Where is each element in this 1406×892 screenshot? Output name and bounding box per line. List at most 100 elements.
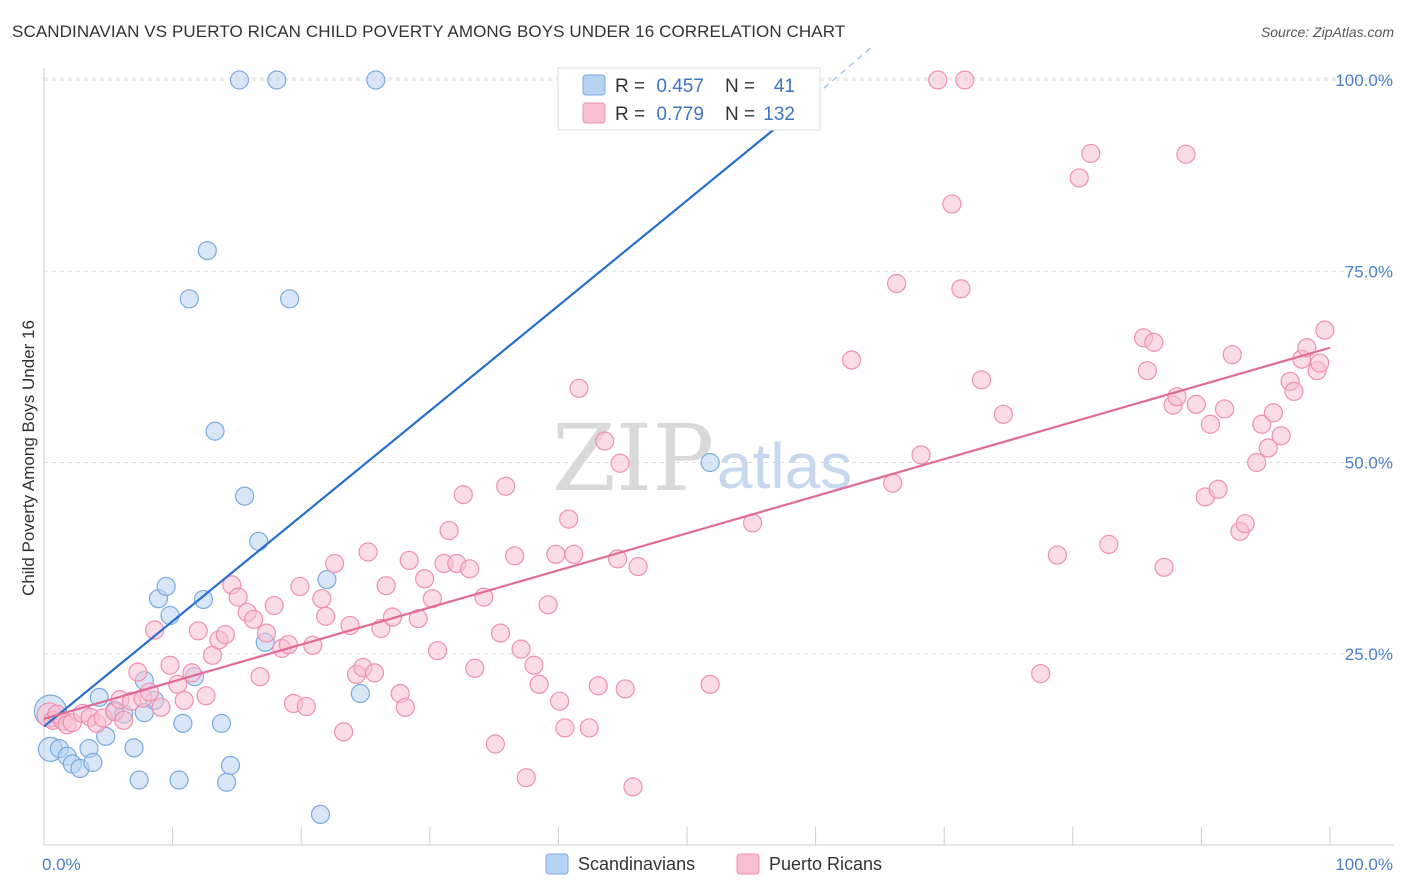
puerto-rican-point[interactable] (1214, 399, 1235, 419)
puerto-rican-point[interactable] (439, 520, 459, 541)
scandinavian-point[interactable] (229, 70, 250, 90)
scandinavian-point[interactable] (169, 770, 189, 790)
puerto-rican-point[interactable] (928, 70, 948, 90)
puerto-rican-point[interactable] (993, 404, 1013, 424)
puerto-rican-point[interactable] (700, 674, 720, 694)
puerto-rican-point[interactable] (128, 662, 148, 682)
puerto-rican-point[interactable] (250, 667, 270, 687)
puerto-rican-point[interactable] (256, 623, 277, 643)
puerto-rican-point[interactable] (264, 595, 284, 616)
puerto-rican-point[interactable] (151, 697, 171, 717)
scandinavian-point[interactable] (156, 576, 176, 597)
puerto-rican-point[interactable] (485, 734, 505, 754)
puerto-rican-point[interactable] (496, 476, 516, 496)
puerto-rican-point[interactable] (1247, 452, 1267, 473)
puerto-rican-point[interactable] (408, 608, 428, 629)
scandinavian-point[interactable] (160, 605, 180, 626)
scandinavian-point[interactable] (267, 70, 287, 90)
scandinavian-point[interactable] (280, 289, 300, 309)
puerto-rican-point[interactable] (555, 718, 575, 738)
puerto-rican-point[interactable] (505, 546, 525, 566)
puerto-rican-point[interactable] (358, 542, 378, 562)
puerto-rican-point[interactable] (538, 595, 558, 615)
puerto-rican-point[interactable] (382, 607, 403, 627)
puerto-rican-point[interactable] (1235, 514, 1255, 534)
puerto-rican-point[interactable] (623, 777, 643, 797)
puerto-rican-point[interactable] (395, 697, 415, 717)
puerto-rican-point[interactable] (160, 655, 180, 675)
scandinavian-point[interactable] (235, 486, 255, 506)
puerto-rican-point[interactable] (559, 509, 579, 529)
scandinavian-point[interactable] (217, 772, 237, 792)
puerto-rican-point[interactable] (244, 609, 264, 629)
puerto-rican-point[interactable] (529, 674, 549, 694)
scandinavian-point[interactable] (124, 738, 144, 758)
puerto-rican-point[interactable] (951, 279, 971, 299)
puerto-rican-point[interactable] (1263, 403, 1284, 423)
puerto-rican-point[interactable] (364, 663, 385, 683)
puerto-rican-point[interactable] (228, 587, 248, 607)
puerto-rican-point[interactable] (971, 370, 992, 390)
puerto-rican-point[interactable] (1154, 557, 1174, 577)
puerto-rican-point[interactable] (312, 589, 332, 609)
puerto-rican-point[interactable] (1047, 545, 1067, 565)
puerto-rican-point[interactable] (1315, 320, 1335, 340)
puerto-rican-point[interactable] (569, 378, 589, 398)
scandinavian-point[interactable] (129, 770, 149, 790)
puerto-rican-point[interactable] (490, 623, 511, 643)
puerto-rican-point[interactable] (955, 70, 975, 90)
puerto-rican-point[interactable] (595, 431, 615, 451)
puerto-rican-point[interactable] (174, 690, 194, 711)
puerto-rican-point[interactable] (325, 553, 345, 574)
puerto-rican-point[interactable] (564, 544, 584, 564)
puerto-rican-point[interactable] (942, 194, 962, 214)
puerto-rican-point[interactable] (1081, 143, 1101, 164)
puerto-rican-point[interactable] (887, 273, 907, 294)
puerto-rican-point[interactable] (1069, 168, 1089, 188)
puerto-rican-point[interactable] (1271, 426, 1291, 446)
puerto-rican-point[interactable] (144, 620, 165, 640)
scandinavian-point[interactable] (197, 240, 217, 261)
puerto-rican-point[interactable] (399, 550, 419, 571)
puerto-rican-point[interactable] (550, 691, 570, 711)
scandinavian-point[interactable] (83, 752, 103, 772)
puerto-rican-point[interactable] (296, 696, 316, 717)
puerto-rican-point[interactable] (1310, 353, 1330, 373)
puerto-rican-point[interactable] (588, 676, 608, 696)
puerto-rican-point[interactable] (290, 576, 310, 597)
puerto-rican-point[interactable] (1222, 345, 1242, 365)
puerto-rican-point[interactable] (316, 606, 336, 626)
puerto-rican-point[interactable] (511, 639, 531, 659)
puerto-rican-point[interactable] (1200, 414, 1221, 434)
scandinavian-point[interactable] (211, 713, 232, 733)
scandinavian-point[interactable] (366, 70, 386, 90)
puerto-rican-point[interactable] (1252, 414, 1272, 434)
puerto-rican-point[interactable] (334, 722, 354, 742)
scandinavian-point[interactable] (700, 452, 720, 473)
puerto-rican-point[interactable] (1144, 332, 1164, 352)
puerto-rican-point[interactable] (114, 710, 134, 730)
scandinavian-point[interactable] (179, 289, 199, 309)
puerto-rican-point[interactable] (427, 641, 448, 661)
puerto-rican-point[interactable] (842, 350, 862, 370)
puerto-rican-point[interactable] (1186, 394, 1206, 414)
puerto-rican-point[interactable] (628, 556, 648, 577)
puerto-rican-point[interactable] (1137, 361, 1157, 381)
scandinavian-point[interactable] (310, 804, 331, 825)
bottom-legend-swatch-scandinavian[interactable] (545, 853, 569, 875)
scandinavian-point[interactable] (193, 589, 214, 610)
puerto-rican-point[interactable] (196, 686, 216, 706)
puerto-rican-point[interactable] (610, 453, 630, 473)
scandinavian-point[interactable] (350, 683, 370, 704)
puerto-rican-point[interactable] (524, 655, 544, 675)
scandinavian-point[interactable] (96, 726, 116, 746)
puerto-rican-point[interactable] (546, 544, 566, 564)
puerto-rican-point[interactable] (453, 485, 473, 505)
scandinavian-point[interactable] (249, 531, 269, 551)
puerto-rican-point[interactable] (516, 768, 536, 788)
puerto-rican-point[interactable] (460, 559, 480, 579)
puerto-rican-point[interactable] (188, 621, 208, 641)
scandinavian-point[interactable] (220, 755, 241, 776)
puerto-rican-point[interactable] (1284, 381, 1304, 401)
puerto-rican-point[interactable] (465, 658, 485, 678)
